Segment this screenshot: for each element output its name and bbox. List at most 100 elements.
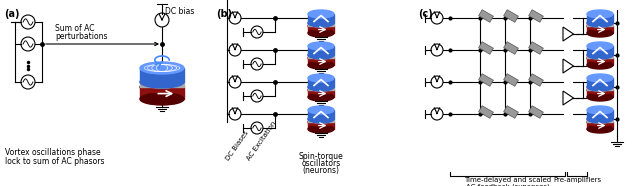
Polygon shape [529,74,543,86]
Ellipse shape [308,83,334,91]
Ellipse shape [308,118,334,126]
Bar [587,119,613,122]
Bar [308,58,334,65]
Bar [308,110,334,119]
Text: AC Excitation: AC Excitation [246,120,278,161]
Polygon shape [479,10,493,22]
Bar [587,58,613,65]
Ellipse shape [140,76,184,88]
Ellipse shape [308,54,334,62]
Ellipse shape [587,29,613,37]
Ellipse shape [140,81,184,93]
Text: (b): (b) [216,9,232,19]
Text: Time-delayed and scaled: Time-delayed and scaled [464,177,551,183]
Bar [587,87,613,90]
Ellipse shape [587,19,613,27]
Bar [587,122,613,129]
Bar [308,78,334,87]
Ellipse shape [587,125,613,133]
Text: Sum of AC: Sum of AC [55,24,95,33]
Ellipse shape [140,76,184,88]
Text: AC feedback (synapses): AC feedback (synapses) [466,184,549,186]
Polygon shape [529,42,543,54]
Ellipse shape [308,51,334,59]
Text: lock to sum of AC phasors: lock to sum of AC phasors [5,157,104,166]
Text: (neurons): (neurons) [303,166,339,175]
Bar [308,122,334,129]
Bar [308,14,334,23]
Polygon shape [529,106,543,118]
Polygon shape [479,42,493,54]
Ellipse shape [308,125,334,133]
Ellipse shape [308,29,334,37]
Ellipse shape [587,86,613,94]
Ellipse shape [587,42,613,50]
Text: DC bias: DC bias [165,7,195,16]
Polygon shape [504,10,518,22]
Ellipse shape [308,83,334,91]
Bar [308,23,334,26]
Ellipse shape [587,83,613,91]
Ellipse shape [308,106,334,114]
Bar [308,55,334,58]
Bar [140,68,184,82]
Ellipse shape [308,19,334,27]
Bar [140,87,184,99]
Ellipse shape [140,62,184,74]
Text: perturbations: perturbations [55,32,108,41]
Ellipse shape [308,93,334,101]
Ellipse shape [587,61,613,69]
Bar [587,78,613,87]
Ellipse shape [587,74,613,82]
Polygon shape [504,42,518,54]
Text: Pre-amplifiers: Pre-amplifiers [553,177,601,183]
Ellipse shape [587,93,613,101]
Bar [587,55,613,58]
Bar [140,82,184,87]
Polygon shape [504,74,518,86]
Bar [308,90,334,97]
Ellipse shape [308,10,334,18]
Ellipse shape [308,19,334,27]
Ellipse shape [308,115,334,123]
Ellipse shape [308,42,334,50]
Bar [587,14,613,23]
Bar [308,87,334,90]
Bar [587,26,613,33]
Ellipse shape [587,54,613,62]
Polygon shape [529,10,543,22]
Ellipse shape [308,22,334,30]
Text: DC Biases: DC Biases [225,129,250,161]
Ellipse shape [308,115,334,123]
Polygon shape [479,74,493,86]
Ellipse shape [587,115,613,123]
Ellipse shape [587,22,613,30]
Text: oscillators: oscillators [301,159,340,168]
Ellipse shape [587,118,613,126]
Ellipse shape [587,10,613,18]
Ellipse shape [587,19,613,27]
Bar [587,23,613,26]
Bar [587,110,613,119]
Ellipse shape [308,74,334,82]
Ellipse shape [587,83,613,91]
Text: Vortex oscillations phase: Vortex oscillations phase [5,148,100,157]
Ellipse shape [587,106,613,114]
Polygon shape [479,106,493,118]
Ellipse shape [140,93,184,105]
Ellipse shape [587,51,613,59]
Ellipse shape [308,61,334,69]
Text: (c): (c) [418,9,433,19]
Text: Spin-torque: Spin-torque [299,152,344,161]
Ellipse shape [587,115,613,123]
Text: (a): (a) [4,9,19,19]
Bar [308,46,334,55]
Bar [308,26,334,33]
Bar [308,119,334,122]
Ellipse shape [308,51,334,59]
Bar [587,46,613,55]
Ellipse shape [587,51,613,59]
Polygon shape [504,106,518,118]
Bar [587,90,613,97]
Ellipse shape [308,86,334,94]
